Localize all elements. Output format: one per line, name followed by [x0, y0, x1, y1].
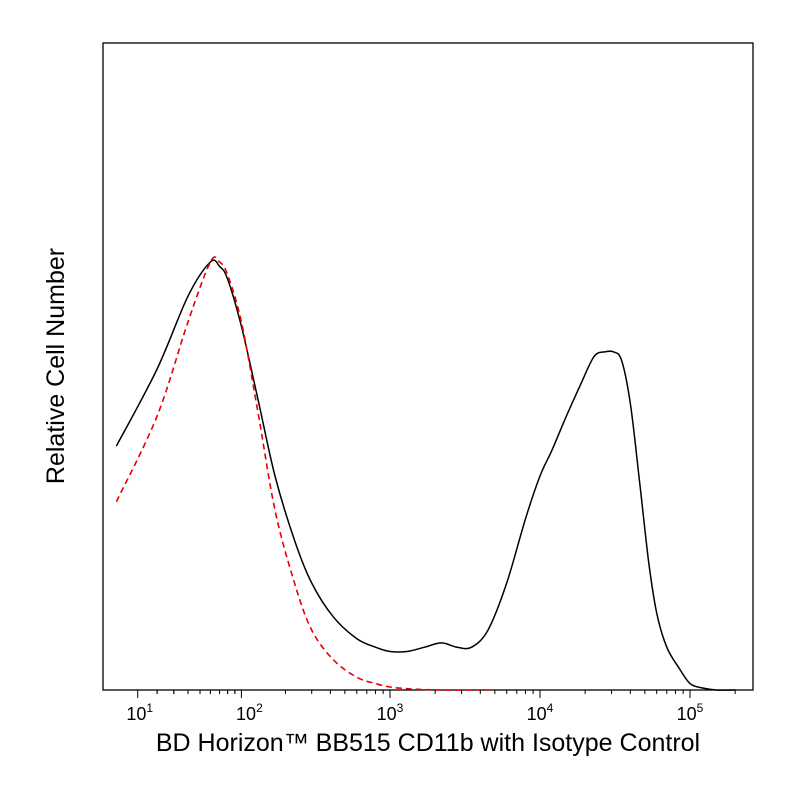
x-tick-label: 102 — [236, 701, 263, 724]
x-tick-label: 105 — [677, 701, 704, 724]
x-axis-ticks — [137, 690, 736, 698]
x-tick-label-exponent: 5 — [697, 701, 704, 715]
cd11b-curve — [115, 259, 736, 691]
x-axis-tick-labels: -102101102103104105 — [0, 701, 704, 724]
plot-frame — [102, 42, 754, 691]
x-tick-label-exponent: 1 — [146, 701, 153, 715]
x-tick-label-base: 10 — [377, 704, 397, 724]
x-tick-label-base: 10 — [677, 704, 697, 724]
x-tick-label: 104 — [527, 701, 554, 724]
x-tick-label: 103 — [377, 701, 404, 724]
series-layer — [115, 256, 736, 691]
y-axis-label: Relative Cell Number — [42, 248, 70, 484]
x-tick-label-base: 10 — [126, 704, 146, 724]
x-axis-label: BD Horizon™ BB515 CD11b with Isotype Con… — [156, 729, 700, 757]
x-tick-label-base: 10 — [527, 704, 547, 724]
x-tick-label-exponent: 3 — [397, 701, 404, 715]
x-tick-label: 101 — [126, 701, 153, 724]
isotype-control-curve — [115, 256, 495, 691]
x-tick-label-base: 10 — [236, 704, 256, 724]
x-tick-label-exponent: 2 — [256, 701, 263, 715]
x-tick-label-exponent: 4 — [547, 701, 554, 715]
